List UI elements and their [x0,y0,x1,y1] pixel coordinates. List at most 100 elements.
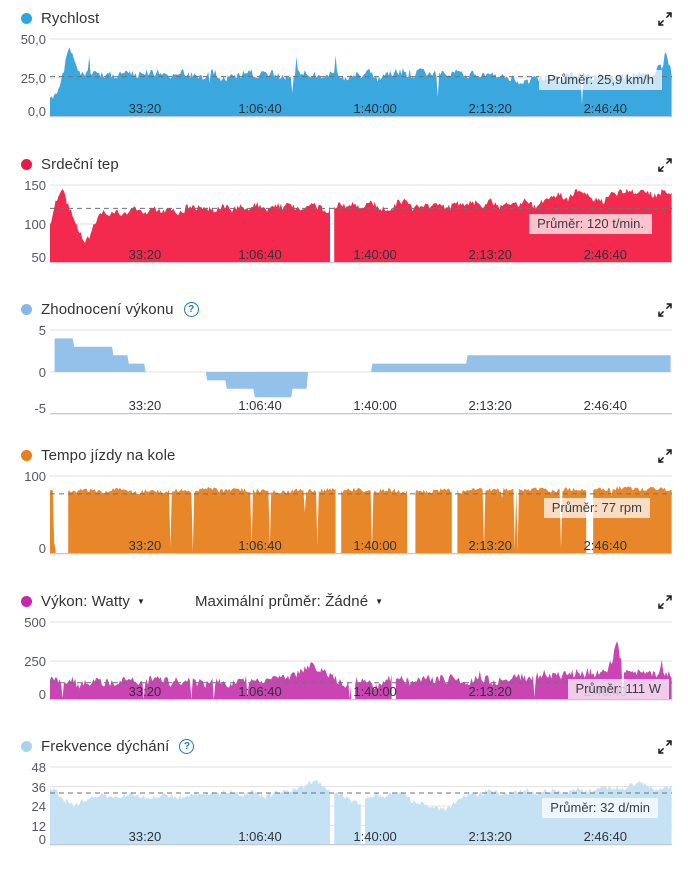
chart-cadence-header: Tempo jízdy na kole [21,447,175,464]
y-axis-tick-label: 25,0 [20,71,46,86]
series-color-dot [21,159,32,170]
x-axis-tick-label: 2:13:20 [468,398,512,413]
series-color-dot [21,596,32,607]
max-average-dropdown[interactable]: Maximální průměr: Žádné ▼ [195,593,383,610]
average-badge: Průměr: 32 d/min [542,798,658,818]
expand-icon [658,303,672,317]
max-average-label: Maximální průměr: Žádné [194,593,369,610]
expand-button[interactable] [658,740,672,754]
chart-canvas [50,766,672,846]
x-axis-tick-label: 1:06:40 [238,538,282,553]
plot-area-performance[interactable]: 5 0 -5 33:20 1:06:40 1:40:00 2:13:20 2:46:40 [34,323,672,416]
chart-power: Výkon: Watty ▼ Maximální průměr: Žádné ▼… [0,583,688,728]
x-axis-tick-label: 33:20 [128,101,162,116]
y-axis-tick-label: 5 [38,323,46,338]
series-color-dot [21,13,32,24]
x-axis-tick-label: 33:20 [128,538,162,553]
x-axis-tick-label: 33:20 [128,684,162,699]
help-icon[interactable]: ? [183,302,199,317]
x-axis-tick-label: 33:20 [128,398,162,413]
chart-title: Zhodnocení výkonu [41,301,174,318]
expand-icon [658,595,672,609]
y-axis-tick-label: 0 [38,687,46,702]
y-axis-tick-label: 0 [38,832,46,847]
y-axis-tick-label: 0 [38,541,46,556]
x-axis-tick-label: 2:13:20 [468,538,512,553]
chart-title: Frekvence dýchání [41,738,170,755]
plot-area-respiration[interactable]: Průměr: 32 d/min 48 36 24 12 0 33:20 1:06:40 1:… [32,760,672,847]
x-axis-tick-label: 2:46:40 [583,101,627,116]
x-axis-tick-label: 1:06:40 [238,684,282,699]
y-axis-tick-label: 12 [31,818,46,834]
expand-icon [658,158,672,172]
chevron-down-icon: ▼ [375,597,384,606]
plot-area-heart-rate[interactable]: Průměr: 120 t/min. 150 100 50 33:20 1:06:40 1… [24,178,672,265]
chart-title: Rychlost [41,10,100,27]
y-axis-tick-label: 50 [31,250,46,265]
x-axis-tick-label: 1:40:00 [353,247,397,262]
x-axis-tick-label: 1:40:00 [353,829,397,844]
x-axis-tick-label: 2:13:20 [468,829,512,844]
chart-canvas [50,329,672,415]
chart-performance-header: Zhodnocení výkonu ? [21,301,199,318]
x-axis-tick-label: 1:06:40 [238,247,282,262]
y-axis-tick-label: 500 [24,615,46,630]
y-axis-tick-label: 50,0 [20,32,46,47]
chart-heart-rate: Srdeční tep Průměr: 120 t/min. 150 100 50 3… [0,146,688,291]
chart-respiration: Frekvence dýchání ? Průměr: 32 d/min 48 3… [0,728,688,869]
chart-speed-header: Rychlost [21,10,99,27]
plot-area-speed[interactable]: Průměr: 25,9 km/h 50,0 25,0 0,0 33:20 1:06:4… [21,32,672,119]
chart-power-header: Výkon: Watty ▼ Maximální průměr: Žádné ▼ [21,593,383,610]
expand-button[interactable] [658,303,672,317]
x-axis-tick-label: 2:46:40 [583,538,627,553]
chart-heart-rate-header: Srdeční tep [21,156,119,173]
chart-performance-condition: Zhodnocení výkonu ? 5 0 -5 33:20 1:06:40 1:40… [0,291,688,437]
y-axis-tick-label: 0,0 [27,104,46,119]
x-axis-tick-label: 33:20 [128,247,162,262]
expand-button[interactable] [658,12,672,26]
chart-cadence: Tempo jízdy na kole Průměr: 77 rpm 100 0 3… [0,437,688,583]
y-axis-tick-label: 100 [24,217,46,232]
series-color-dot [21,741,32,752]
expand-button[interactable] [658,595,672,609]
expand-icon [658,449,672,463]
series-color-dot [21,450,32,461]
average-badge: Průměr: 111 W [567,679,669,699]
x-axis-tick-label: 2:13:20 [468,684,512,699]
chart-title: Srdeční tep [41,156,119,173]
x-axis-tick-label: 1:40:00 [353,101,397,116]
chart-title: Tempo jízdy na kole [41,447,176,464]
expand-button[interactable] [658,158,672,172]
y-axis-tick-label: 24 [31,799,46,814]
plot-area-power[interactable]: Průměr: 111 W 500 250 0 33:20 1:06:40 1:40:00… [24,615,672,702]
x-axis-tick-label: 1:40:00 [353,684,397,699]
y-axis-tick-label: 250 [24,654,46,669]
x-axis-tick-label: 1:06:40 [238,398,282,413]
expand-button[interactable] [658,449,672,463]
y-axis-tick-label: 150 [24,178,46,193]
y-axis-tick-label: 100 [24,469,46,484]
power-metric-dropdown[interactable]: Výkon: Watty ▼ [41,593,145,610]
power-metric-label: Výkon: Watty [41,593,131,610]
expand-icon [658,12,672,26]
x-axis-tick-label: 2:13:20 [468,247,512,262]
average-badge: Průměr: 120 t/min. [529,214,652,234]
x-axis-tick-label: 1:40:00 [353,538,397,553]
x-axis-tick-label: 2:46:40 [583,398,627,413]
x-axis-tick-label: 2:46:40 [583,829,627,844]
chart-respiration-header: Frekvence dýchání ? [21,738,195,755]
chevron-down-icon: ▼ [137,597,145,606]
series-color-dot [21,304,32,315]
help-icon[interactable]: ? [179,739,195,754]
x-axis-tick-label: 1:06:40 [238,101,282,116]
plot-area-cadence[interactable]: Průměr: 77 rpm 100 0 33:20 1:06:40 1:40:00 2:… [24,469,672,556]
expand-icon [658,740,672,754]
y-axis-tick-label: 0 [38,365,46,380]
average-badge: Průměr: 25,9 km/h [539,70,662,90]
chart-canvas [50,184,672,264]
y-axis-tick-label: -5 [34,401,46,416]
x-axis-tick-label: 1:06:40 [238,829,282,844]
y-axis-tick-label: 36 [31,779,46,795]
x-axis-tick-label: 2:13:20 [468,101,512,116]
x-axis-tick-label: 2:46:40 [583,247,627,262]
